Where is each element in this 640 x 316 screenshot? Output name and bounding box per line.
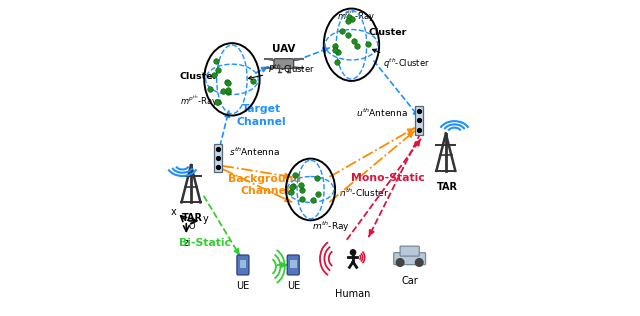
Text: Target
Channel: Target Channel	[237, 104, 287, 127]
Text: $m^{p^{th}}$-Ray: $m^{p^{th}}$-Ray	[180, 94, 218, 109]
Text: UE: UE	[236, 281, 250, 291]
Text: UAV: UAV	[272, 44, 296, 54]
Circle shape	[415, 259, 423, 266]
Text: $m^{th}$-Ray: $m^{th}$-Ray	[312, 220, 350, 234]
Circle shape	[351, 250, 356, 255]
Circle shape	[396, 259, 404, 266]
FancyBboxPatch shape	[287, 255, 300, 275]
Text: TAR: TAR	[182, 213, 203, 223]
Text: y: y	[203, 214, 209, 224]
Bar	[214, 143, 222, 173]
Text: O: O	[189, 222, 195, 231]
FancyBboxPatch shape	[394, 253, 426, 265]
Text: $u^{th}$Antenna: $u^{th}$Antenna	[356, 106, 408, 118]
Text: Cluster: Cluster	[369, 28, 407, 37]
Bar	[239, 260, 246, 268]
Text: TAR: TAR	[437, 182, 458, 191]
Bar	[290, 260, 296, 268]
Text: Mono-Static: Mono-Static	[351, 173, 424, 184]
Text: $P^{th}$-Cluster: $P^{th}$-Cluster	[248, 63, 315, 79]
Text: $n^{th}$-Cluster: $n^{th}$-Cluster	[339, 186, 389, 199]
Text: $q^{th}$-Cluster: $q^{th}$-Cluster	[372, 49, 429, 71]
Text: UE: UE	[287, 281, 300, 291]
Text: Background
Channel: Background Channel	[228, 173, 301, 196]
Text: Cluster: Cluster	[180, 72, 218, 81]
Text: $s^{th}$Antenna: $s^{th}$Antenna	[228, 145, 280, 158]
Text: Bi-Static: Bi-Static	[179, 238, 231, 248]
Text: z: z	[184, 238, 189, 248]
Text: Human: Human	[335, 289, 371, 299]
Text: x: x	[171, 207, 177, 217]
Text: $m^{n^{th}}$-Ray: $m^{n^{th}}$-Ray	[337, 9, 375, 24]
Text: Car: Car	[401, 276, 418, 286]
FancyBboxPatch shape	[400, 246, 419, 256]
FancyBboxPatch shape	[237, 255, 249, 275]
FancyBboxPatch shape	[274, 59, 294, 69]
Bar	[415, 106, 423, 135]
